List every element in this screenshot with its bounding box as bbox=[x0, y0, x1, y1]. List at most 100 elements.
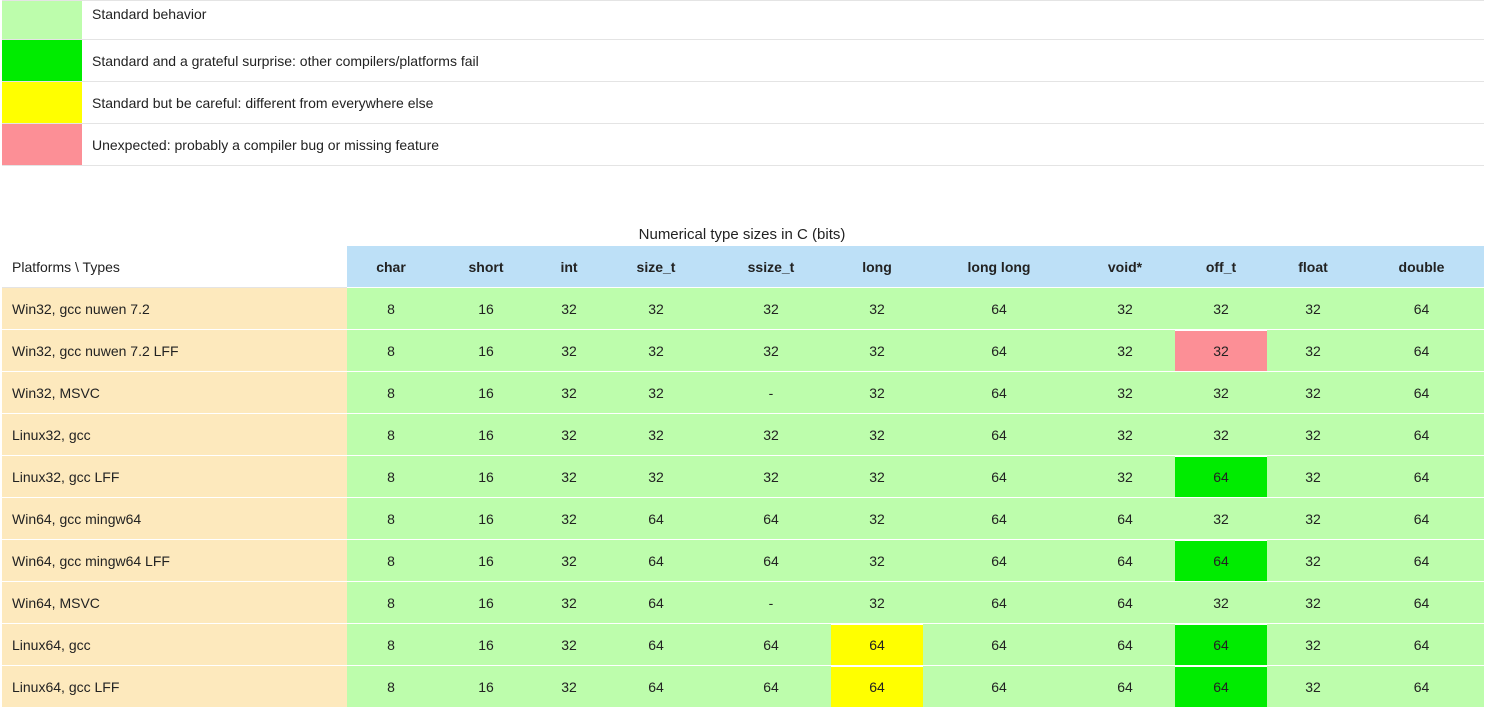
legend-swatch bbox=[2, 0, 82, 40]
table-row: Linux32, gcc 8 16 32 32 32 32 64 32 32 32 64 bbox=[2, 413, 1484, 456]
value-cell: 16 bbox=[435, 623, 537, 666]
value-cell: 16 bbox=[435, 665, 537, 708]
value-cell: 64 bbox=[1359, 539, 1484, 582]
col-header: off_t bbox=[1175, 246, 1267, 288]
value-cell: 32 bbox=[1267, 329, 1359, 372]
value-cell: 64 bbox=[923, 539, 1075, 582]
value-cell: 8 bbox=[347, 371, 435, 414]
value-cell: 32 bbox=[831, 287, 923, 330]
value-cell: 16 bbox=[435, 455, 537, 498]
value-cell: 64 bbox=[1359, 665, 1484, 708]
value-cell: 32 bbox=[537, 329, 601, 372]
value-cell: 8 bbox=[347, 329, 435, 372]
value-cell: 64 bbox=[831, 623, 923, 666]
value-cell: 8 bbox=[347, 581, 435, 624]
value-cell: 32 bbox=[537, 455, 601, 498]
type-sizes-table: Platforms \ Types char short int size_t … bbox=[2, 246, 1484, 708]
legend-row: Standard and a grateful surprise: other … bbox=[2, 39, 1484, 82]
platform-cell: Linux32, gcc LFF bbox=[2, 455, 347, 498]
table-row: Win64, MSVC 8 16 32 64-32 64 64 32 32 64 bbox=[2, 581, 1484, 624]
value-cell: 64 bbox=[711, 539, 831, 582]
table-row: Linux64, gcc 8 16 32 64 64 64 64 64 64 32 64 bbox=[2, 623, 1484, 666]
value-cell: 64 bbox=[923, 665, 1075, 708]
value-cell: 16 bbox=[435, 287, 537, 330]
value-cell: 32 bbox=[1267, 371, 1359, 414]
value-cell: 32 bbox=[711, 455, 831, 498]
value-cell: 32 bbox=[1267, 497, 1359, 540]
table-row: Win64, gcc mingw64 8 16 32 64 64 32 64 64 32 32 64 bbox=[2, 497, 1484, 540]
table-row: Linux32, gcc LFF 8 16 32 32 32 32 64 32 64 32 64 bbox=[2, 455, 1484, 498]
platform-cell: Win64, MSVC bbox=[2, 581, 347, 624]
value-cell: 32 bbox=[537, 623, 601, 666]
value-cell: 8 bbox=[347, 497, 435, 540]
table-caption: Numerical type sizes in C (bits) bbox=[638, 226, 846, 243]
value-cell: 32 bbox=[831, 581, 923, 624]
legend-text: Standard behavior bbox=[82, 0, 1484, 40]
value-cell: 64 bbox=[601, 497, 711, 540]
value-cell: 32 bbox=[1175, 497, 1267, 540]
value-cell: 32 bbox=[537, 413, 601, 456]
value-cell: 64 bbox=[923, 623, 1075, 666]
value-cell: 64 bbox=[711, 665, 831, 708]
platform-cell: Win32, gcc nuwen 7.2 LFF bbox=[2, 329, 347, 372]
platform-cell: Win32, MSVC bbox=[2, 371, 347, 414]
value-cell: 64 bbox=[923, 455, 1075, 498]
value-cell: 64 bbox=[1175, 539, 1267, 582]
value-cell: 64 bbox=[923, 371, 1075, 414]
value-cell: 32 bbox=[831, 497, 923, 540]
value-cell: 32 bbox=[831, 329, 923, 372]
value-cell: 16 bbox=[435, 539, 537, 582]
platform-cell: Linux64, gcc bbox=[2, 623, 347, 666]
value-cell: 32 bbox=[711, 329, 831, 372]
value-cell: 16 bbox=[435, 581, 537, 624]
value-cell: 32 bbox=[1075, 371, 1175, 414]
value-cell: 16 bbox=[435, 371, 537, 414]
value-cell: 32 bbox=[1267, 287, 1359, 330]
legend-row: Standard behavior bbox=[2, 0, 1484, 40]
value-cell: 32 bbox=[537, 371, 601, 414]
platform-cell: Linux32, gcc bbox=[2, 413, 347, 456]
value-cell: 8 bbox=[347, 287, 435, 330]
legend-swatch bbox=[2, 81, 82, 124]
value-cell: 64 bbox=[601, 623, 711, 666]
value-cell: 8 bbox=[347, 413, 435, 456]
legend-row: Standard but be careful: different from … bbox=[2, 81, 1484, 124]
value-cell: 64 bbox=[1359, 413, 1484, 456]
platform-cell: Linux64, gcc LFF bbox=[2, 665, 347, 708]
col-header: ssize_t bbox=[711, 246, 831, 288]
value-cell: 32 bbox=[1175, 287, 1267, 330]
col-header: long bbox=[831, 246, 923, 288]
value-cell: 32 bbox=[1075, 455, 1175, 498]
col-header: long long bbox=[923, 246, 1075, 288]
value-cell: 64 bbox=[1359, 329, 1484, 372]
value-cell: 32 bbox=[601, 455, 711, 498]
legend-row: Unexpected: probably a compiler bug or m… bbox=[2, 123, 1484, 166]
platform-cell: Win32, gcc nuwen 7.2 bbox=[2, 287, 347, 330]
value-cell: 32 bbox=[1175, 413, 1267, 456]
value-cell: 32 bbox=[831, 413, 923, 456]
value-cell: 64 bbox=[1075, 581, 1175, 624]
value-cell: 32 bbox=[1075, 329, 1175, 372]
value-cell: 32 bbox=[1267, 665, 1359, 708]
value-cell: 32 bbox=[711, 287, 831, 330]
legend-text: Standard but be careful: different from … bbox=[82, 81, 1484, 124]
value-cell: 64 bbox=[1075, 497, 1175, 540]
value-cell: 64 bbox=[711, 497, 831, 540]
value-cell: 32 bbox=[537, 287, 601, 330]
value-cell: 64 bbox=[923, 329, 1075, 372]
value-cell: 64 bbox=[923, 413, 1075, 456]
value-cell: 8 bbox=[347, 665, 435, 708]
value-cell: - bbox=[711, 581, 831, 624]
legend-table: Standard behavior Standard and a grateful… bbox=[2, 0, 1484, 166]
value-cell: 8 bbox=[347, 539, 435, 582]
value-cell: 8 bbox=[347, 455, 435, 498]
value-cell: 64 bbox=[923, 287, 1075, 330]
table-row: Win64, gcc mingw64 LFF 8 16 32 64 64 32 64 64 64 3… bbox=[2, 539, 1484, 582]
value-cell: 32 bbox=[831, 371, 923, 414]
value-cell: 32 bbox=[1267, 539, 1359, 582]
value-cell: 32 bbox=[1175, 581, 1267, 624]
value-cell: 64 bbox=[1075, 539, 1175, 582]
value-cell: 64 bbox=[1075, 623, 1175, 666]
legend-swatch bbox=[2, 39, 82, 82]
value-cell: 64 bbox=[1359, 287, 1484, 330]
